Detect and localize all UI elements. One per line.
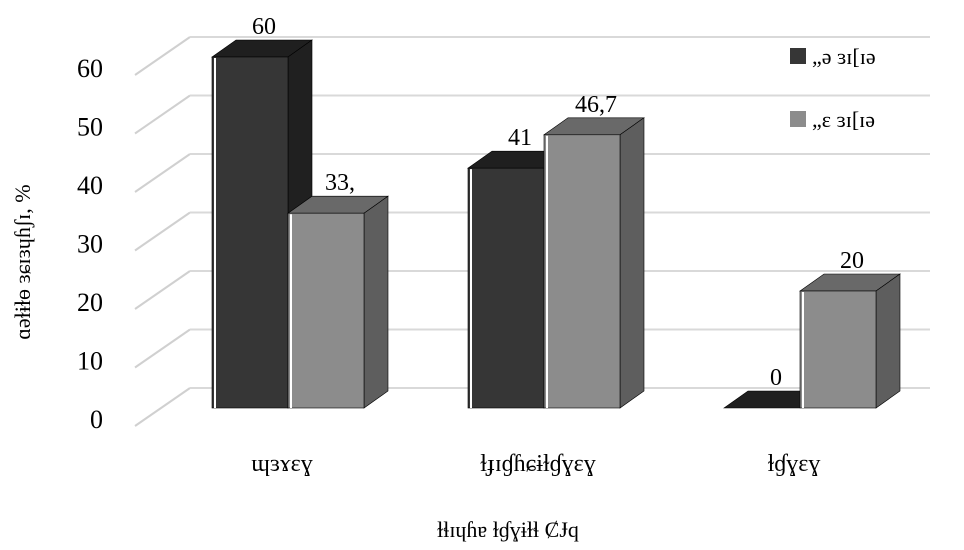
data-label: 33, <box>325 170 355 196</box>
legend-entry: „ɛ ɜɪ[ɪə <box>812 107 875 132</box>
y-axis-ticks: 0 10 20 30 40 50 60 <box>77 54 103 434</box>
legend: „ə ɜɪ[ɪə „ɛ ɜɪ[ɪə <box>790 44 876 132</box>
bar-1-1 <box>543 117 645 409</box>
gridline-side-10 <box>134 328 191 369</box>
gridline-side-50 <box>134 94 191 135</box>
bars <box>211 39 901 409</box>
data-label: 60 <box>252 14 276 40</box>
bar-front-face <box>543 134 621 409</box>
y-tick-label: 30 <box>77 230 103 259</box>
y-tick-label: 0 <box>90 405 103 434</box>
x-axis-categories: ɰɜɤɛɣ ɫɟɪɠɦɕɨɫɠɣɛɣ ɫɠɣɛɣ <box>251 451 820 477</box>
data-label: 0 <box>770 365 782 391</box>
legend-swatch <box>790 48 806 64</box>
y-tick-label: 50 <box>77 113 103 142</box>
bar-side-face <box>619 117 645 409</box>
data-label: 41 <box>508 125 532 151</box>
gridline-side-60 <box>134 36 191 76</box>
legend-swatch <box>790 111 806 127</box>
y-tick-label: 60 <box>77 54 103 83</box>
bar-side-face <box>363 195 389 409</box>
gridline-side-40 <box>134 153 191 193</box>
bar-front-face <box>211 56 289 409</box>
data-label: 46,7 <box>575 92 617 118</box>
bar-front-face <box>287 212 365 409</box>
bar-front-face <box>799 290 877 409</box>
y-tick-label: 20 <box>77 288 103 317</box>
data-labels: 60 41 0 33, 46,7 20 <box>252 14 864 391</box>
data-label: 20 <box>840 248 864 274</box>
y-tick-label: 10 <box>77 347 103 376</box>
bar-front-face <box>467 167 545 409</box>
bar-1-0 <box>287 195 389 409</box>
gridline-side-20 <box>134 270 191 310</box>
y-axis-title: ɑəɫɨɫɵ ɜɕɪɜɥɦʃɪ, % <box>10 184 35 339</box>
bar-side-face <box>875 273 901 409</box>
x-axis-title: ɫɬɪɥɦɐ ɫɠɣɨɫɬ ȻɈq <box>437 517 579 542</box>
x-category-label: ɫɟɪɠɦɕɨɫɠɣɛɣ <box>480 451 595 477</box>
legend-entry: „ə ɜɪ[ɪə <box>812 44 876 69</box>
gridline-side-30 <box>134 211 191 252</box>
gridline-side-0 <box>134 387 191 427</box>
x-category-label: ɰɜɤɛɣ <box>251 451 312 477</box>
x-category-label: ɫɠɣɛɣ <box>768 451 821 477</box>
bar-1-2 <box>799 273 901 409</box>
y-tick-label: 40 <box>77 171 103 200</box>
